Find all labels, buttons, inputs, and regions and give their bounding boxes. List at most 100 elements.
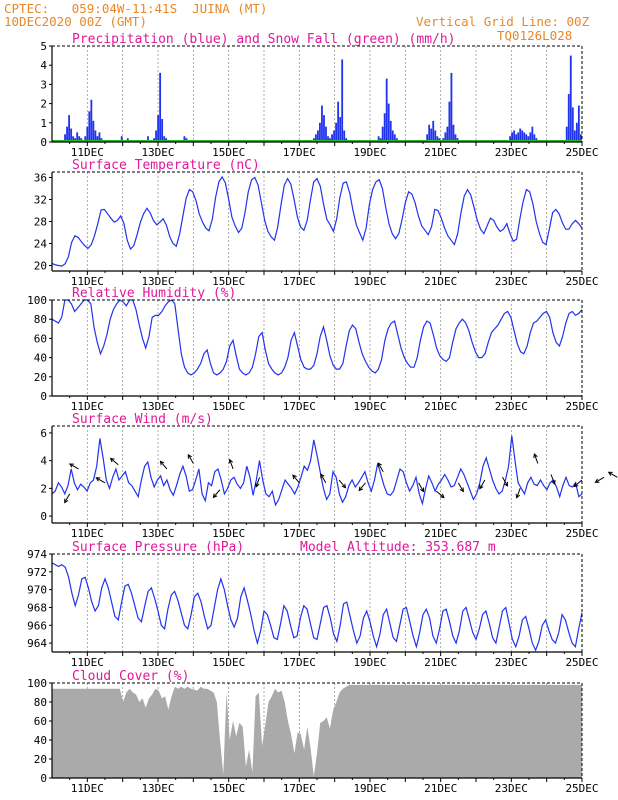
wind-arrow-shaft	[533, 453, 539, 464]
precip-bar	[569, 55, 572, 142]
wind-arrow	[418, 482, 425, 493]
wind-arrow-shaft	[358, 482, 366, 491]
y-tick-label: 970	[27, 584, 47, 597]
pressure-title: Surface Pressure (hPa)	[72, 540, 244, 555]
date-tick-label: 17DEC	[283, 527, 316, 540]
precip-bar	[331, 134, 333, 142]
precip-bar	[426, 134, 429, 142]
precip-bar	[430, 128, 433, 142]
wind-arrow-shaft	[435, 490, 445, 498]
y-tick-label: 6	[40, 427, 47, 440]
precip-bar	[452, 124, 455, 142]
precip-bar	[573, 130, 576, 142]
date-tick-label: 23DEC	[495, 527, 528, 540]
wind-arrow-shaft	[69, 463, 79, 470]
date-tick-label: 19DEC	[353, 527, 386, 540]
wind-arrow-shaft	[502, 477, 508, 487]
wind-arrow-shaft	[96, 477, 106, 484]
precip-bar	[387, 103, 390, 142]
precip-bar	[391, 130, 394, 142]
precip-bar	[579, 134, 582, 142]
date-tick-label: 17DEC	[283, 400, 316, 413]
precip-bar	[337, 101, 340, 142]
precip-bar	[341, 59, 344, 142]
wind-arrow	[515, 488, 521, 499]
date-tick-label: 23DEC	[495, 146, 528, 159]
wind-arrow-head	[292, 474, 297, 480]
wind-arrow	[212, 489, 221, 499]
wind-arrow-shaft	[160, 460, 168, 470]
date-tick-label: 19DEC	[353, 275, 386, 288]
date-tick-label: 19DEC	[353, 400, 386, 413]
y-tick-label: 60	[34, 715, 47, 728]
wind-arrow-head	[533, 453, 538, 459]
precip-bar	[161, 118, 164, 142]
wind-arrow	[109, 457, 119, 466]
date-tick-label: 11DEC	[71, 146, 104, 159]
date-tick-label: 19DEC	[353, 782, 386, 795]
wind-arrow-head	[358, 486, 364, 492]
precip-bar	[521, 130, 524, 142]
precip-bar	[444, 132, 447, 142]
wind-arrow	[502, 477, 509, 487]
wind-arrow	[377, 462, 384, 472]
precip-bar	[98, 132, 101, 142]
precip-bar	[527, 136, 530, 142]
precip-bar	[523, 132, 526, 142]
date-tick-label: 13DEC	[141, 400, 174, 413]
precip-title: Precipitation (blue) and Snow Fall (gree…	[72, 32, 456, 47]
date-tick-label: 15DEC	[212, 656, 245, 669]
precip-bar	[389, 120, 392, 142]
date-tick-label: 11DEC	[71, 782, 104, 795]
cloud-cover-area	[52, 684, 582, 778]
date-tick-label: 15DEC	[212, 146, 245, 159]
header-coordinates: 059:04W-11:41S	[71, 1, 178, 16]
wind-arrow-shaft	[338, 479, 346, 489]
wind-arrow-shaft	[608, 471, 618, 478]
wind-arrow-head	[439, 493, 445, 499]
y-tick-label: 20	[34, 371, 47, 384]
date-tick-label: 11DEC	[71, 527, 104, 540]
y-tick-label: 3	[40, 78, 47, 91]
date-tick-label: 11DEC	[71, 400, 104, 413]
y-tick-label: 28	[34, 216, 47, 229]
precip-bar	[383, 113, 386, 142]
date-tick-label: 21DEC	[424, 527, 457, 540]
precip-bar	[76, 132, 79, 142]
date-tick-label: 13DEC	[141, 527, 174, 540]
precip-bar	[157, 115, 160, 142]
pressure-line	[51, 562, 583, 652]
date-tick-label: 19DEC	[353, 146, 386, 159]
date-tick-label: 13DEC	[141, 782, 174, 795]
wind-arrow	[159, 460, 168, 470]
y-tick-label: 2	[40, 98, 47, 111]
wind-arrow-head	[479, 484, 484, 490]
precip-bar	[529, 132, 532, 142]
wind-arrow	[607, 471, 618, 478]
y-tick-label: 100	[27, 294, 47, 307]
wind-arrow-head	[159, 460, 165, 466]
y-tick-label: 968	[27, 601, 47, 614]
precip-bar	[515, 134, 518, 142]
date-tick-label: 23DEC	[495, 656, 528, 669]
wind-arrow-shaft	[574, 479, 583, 487]
date-tick-label: 23DEC	[495, 275, 528, 288]
wind-arrow	[435, 490, 445, 499]
precip-bar	[446, 126, 449, 142]
y-tick-label: 40	[34, 352, 47, 365]
precip-bar	[343, 130, 346, 142]
wind-arrow-head	[515, 493, 521, 499]
wind-arrow	[187, 453, 194, 464]
header-grid-line: Vertical Grid Line: 00Z	[416, 14, 590, 29]
y-tick-label: 0	[40, 510, 47, 523]
wind-arrow-shaft	[213, 489, 221, 498]
wind-arrow-head	[68, 463, 74, 468]
y-tick-label: 4	[40, 455, 47, 468]
wind-arrow-shaft	[595, 476, 605, 483]
date-tick-label: 15DEC	[212, 782, 245, 795]
precip-bar	[577, 105, 580, 142]
wind-arrow-shaft	[516, 488, 521, 498]
precip-bar	[565, 126, 568, 142]
wind-arrow-shaft	[479, 479, 486, 489]
